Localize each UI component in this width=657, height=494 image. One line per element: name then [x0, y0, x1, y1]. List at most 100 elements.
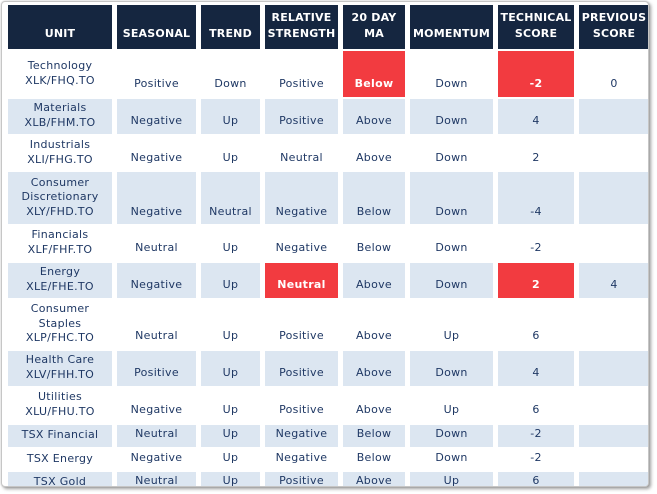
unit-line: Consumer Staples: [30, 301, 90, 330]
cell-seasonal: Neutral: [117, 299, 196, 350]
cell-previous-score: [579, 387, 648, 423]
cell-trend: Up: [201, 448, 260, 471]
cell-unit: Energy XLE/FHE.TO: [8, 263, 112, 298]
cell-unit: Materials XLB/FHM.TO: [8, 99, 112, 134]
unit-line: XLB/FHM.TO: [24, 115, 96, 129]
cell-trend: Neutral: [201, 172, 260, 225]
cell-trend: Up: [201, 299, 260, 350]
cell-technical-score: 6: [498, 387, 574, 423]
column-header-trend: TREND: [201, 5, 260, 49]
unit-line: Discretionary: [21, 190, 99, 204]
unit-line: Financials: [31, 228, 89, 242]
cell-previous-score: [579, 424, 648, 447]
table-row-technology-xlk-fhq-to: Technology XLK/FHQ.TO Positive Down Positive…: [8, 51, 648, 97]
cell-ma-20day: Below: [343, 424, 405, 447]
column-header-unit: UNIT: [8, 5, 112, 49]
cell-relative-strength: Positive: [265, 387, 338, 423]
cell-momentum: Down: [410, 424, 493, 447]
cell-relative-strength: Positive: [265, 351, 338, 386]
unit-line: Materials: [33, 101, 87, 114]
cell-ma-20day: Above: [343, 263, 405, 298]
cell-seasonal: Negative: [117, 172, 196, 225]
unit-line: XLV/FHH.TO: [25, 368, 95, 382]
cell-technical-score: 4: [498, 351, 574, 386]
cell-ma-20day: Below: [343, 172, 405, 225]
cell-trend: Up: [201, 99, 260, 134]
table-header-row: UNIT SEASONAL TREND RELATIVE STRENGTH 20 DAY…: [8, 5, 648, 49]
cell-momentum: Up: [410, 299, 493, 350]
cell-trend: Up: [201, 424, 260, 447]
cell-momentum: Down: [410, 135, 493, 171]
cell-relative-strength: Neutral: [265, 263, 338, 298]
unit-line: Technology: [27, 58, 93, 72]
cell-ma-20day: Above: [343, 299, 405, 350]
cell-unit: Industrials XLI/FHG.TO: [8, 135, 112, 171]
cell-unit: Consumer Staples XLP/FHC.TO: [8, 299, 112, 350]
cell-ma-20day: Above: [343, 351, 405, 386]
table-row-materials-xlb-fhm-to: Materials XLB/FHM.TO Negative Up Positive Abo…: [8, 99, 648, 134]
cell-momentum: Down: [410, 172, 493, 225]
unit-line: TSX Energy: [26, 451, 94, 465]
cell-ma-20day: Above: [343, 472, 405, 486]
unit-line: Utilities: [37, 389, 83, 403]
table-row-industrials-xli-fhg-to: Industrials XLI/FHG.TO Negative Up Neutral Ab…: [8, 135, 648, 171]
table-row-utilities-xlu-fhu-to: Utilities XLU/FHU.TO Negative Up Positive Abo…: [8, 387, 648, 423]
cell-relative-strength: Negative: [265, 448, 338, 471]
unit-line: XLK/FHQ.TO: [25, 73, 95, 87]
table-row-tsx-financial: TSX Financial Neutral Up Negative Below Down -…: [8, 424, 648, 447]
cell-ma-20day: Below: [343, 51, 405, 97]
cell-relative-strength: Negative: [265, 226, 338, 262]
cell-unit: Utilities XLU/FHU.TO: [8, 387, 112, 423]
unit-line: Industrials: [29, 137, 91, 151]
table-row-energy-xle-fhe-to: Energy XLE/FHE.TO Negative Up Neutral Above Do…: [8, 263, 648, 298]
cell-relative-strength: Positive: [265, 472, 338, 486]
cell-momentum: Up: [410, 472, 493, 486]
cell-technical-score: -2: [498, 448, 574, 471]
cell-previous-score: [579, 135, 648, 171]
unit-line: XLP/FHC.TO: [25, 331, 95, 345]
cell-relative-strength: Positive: [265, 99, 338, 134]
cell-previous-score: 0: [579, 51, 648, 97]
cell-unit: Health Care XLV/FHH.TO: [8, 351, 112, 386]
cell-momentum: Down: [410, 351, 493, 386]
screenshot-frame: UNIT SEASONAL TREND RELATIVE STRENGTH 20 DAY…: [1, 1, 649, 487]
unit-line: XLI/FHG.TO: [27, 152, 93, 166]
cell-previous-score: [579, 472, 648, 486]
cell-relative-strength: Negative: [265, 424, 338, 447]
cell-ma-20day: Below: [343, 448, 405, 471]
cell-unit: TSX Financial: [8, 424, 112, 447]
cell-previous-score: [579, 172, 648, 225]
unit-line: Consumer: [30, 175, 90, 189]
cell-technical-score: 2: [498, 135, 574, 171]
column-header-ma-20day: 20 DAY MA: [343, 5, 405, 49]
cell-previous-score: [579, 99, 648, 134]
cell-trend: Down: [201, 51, 260, 97]
cell-trend: Up: [201, 351, 260, 386]
cell-trend: Up: [201, 263, 260, 298]
cell-previous-score: [579, 226, 648, 262]
cell-technical-score: -2: [498, 424, 574, 447]
cell-seasonal: Neutral: [117, 472, 196, 486]
cell-seasonal: Negative: [117, 263, 196, 298]
table-row-consumer-discretionary-xly-fhd-to: Consumer Discretionary XLY/FHD.TO Negative N…: [8, 172, 648, 225]
cell-previous-score: [579, 448, 648, 471]
column-header-previous-score: PREVIOUS SCORE: [579, 5, 648, 49]
cell-seasonal: Negative: [117, 387, 196, 423]
cell-unit: TSX Energy: [8, 448, 112, 471]
cell-ma-20day: Above: [343, 387, 405, 423]
cell-technical-score: 6: [498, 299, 574, 350]
cell-seasonal: Negative: [117, 135, 196, 171]
unit-line: TSX Financial: [21, 427, 99, 441]
cell-momentum: Down: [410, 448, 493, 471]
cell-technical-score: 6: [498, 472, 574, 486]
cell-previous-score: [579, 351, 648, 386]
cell-ma-20day: Above: [343, 99, 405, 134]
cell-seasonal: Neutral: [117, 424, 196, 447]
table-row-tsx-energy: TSX Energy Negative Up Negative Below Down -2: [8, 448, 648, 471]
unit-line: XLE/FHE.TO: [26, 279, 94, 293]
cell-trend: Up: [201, 472, 260, 486]
table-row-tsx-gold: TSX Gold Neutral Up Positive Above Up 6: [8, 472, 648, 486]
cell-momentum: Down: [410, 51, 493, 97]
column-header-momentum: MOMENTUM: [410, 5, 493, 49]
